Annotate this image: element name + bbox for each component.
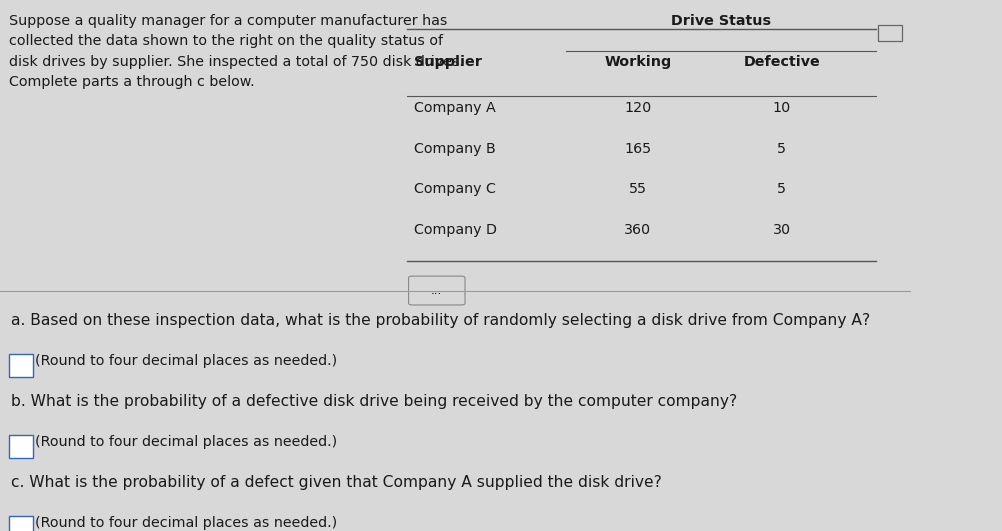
- Text: Defective: Defective: [743, 55, 820, 70]
- Text: Drive Status: Drive Status: [671, 13, 772, 28]
- Text: 120: 120: [624, 101, 651, 115]
- FancyBboxPatch shape: [9, 516, 33, 531]
- Text: 5: 5: [778, 183, 787, 196]
- Text: 30: 30: [773, 223, 791, 237]
- Text: Suppose a quality manager for a computer manufacturer has
collected the data sho: Suppose a quality manager for a computer…: [9, 13, 464, 89]
- Text: (Round to four decimal places as needed.): (Round to four decimal places as needed.…: [35, 354, 337, 367]
- Text: 5: 5: [778, 142, 787, 156]
- Text: 165: 165: [624, 142, 651, 156]
- Text: 10: 10: [773, 101, 791, 115]
- Text: Company C: Company C: [414, 183, 496, 196]
- FancyBboxPatch shape: [9, 435, 33, 458]
- Text: a. Based on these inspection data, what is the probability of randomly selecting: a. Based on these inspection data, what …: [11, 313, 870, 328]
- Text: Company B: Company B: [414, 142, 496, 156]
- FancyBboxPatch shape: [878, 25, 902, 41]
- Text: (Round to four decimal places as needed.): (Round to four decimal places as needed.…: [35, 435, 337, 449]
- Text: 55: 55: [629, 183, 647, 196]
- Text: b. What is the probability of a defective disk drive being received by the compu: b. What is the probability of a defectiv…: [11, 394, 737, 409]
- Text: Supplier: Supplier: [414, 55, 482, 70]
- FancyBboxPatch shape: [9, 354, 33, 377]
- Text: (Round to four decimal places as needed.): (Round to four decimal places as needed.…: [35, 516, 337, 530]
- Text: Working: Working: [604, 55, 671, 70]
- Text: ...: ...: [431, 284, 443, 297]
- Text: c. What is the probability of a defect given that Company A supplied the disk dr: c. What is the probability of a defect g…: [11, 475, 661, 490]
- Text: Company D: Company D: [414, 223, 497, 237]
- Text: Company A: Company A: [414, 101, 496, 115]
- FancyBboxPatch shape: [409, 276, 465, 305]
- Text: 360: 360: [624, 223, 651, 237]
